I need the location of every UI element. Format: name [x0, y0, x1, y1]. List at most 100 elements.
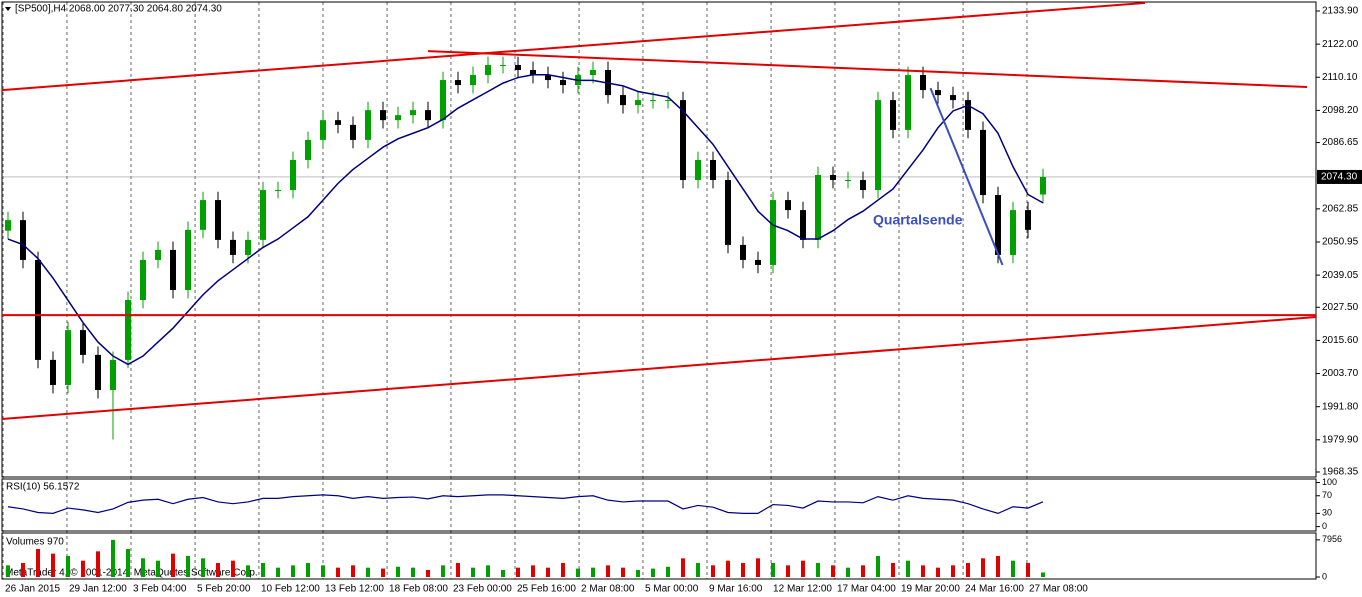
volume-bar — [786, 565, 790, 577]
volume-bar — [21, 563, 25, 577]
volume-bar — [711, 565, 715, 577]
candle-body — [920, 75, 926, 91]
candle-body — [260, 190, 266, 240]
volume-bar — [471, 567, 475, 577]
volume-bar — [441, 565, 445, 577]
candle-body — [200, 200, 206, 230]
volume-bar — [936, 567, 940, 577]
candle-body — [35, 259, 41, 360]
candle-body — [860, 180, 866, 191]
volume-bar — [261, 563, 265, 577]
candle-body — [560, 80, 566, 86]
candle-body — [515, 65, 521, 71]
x-tick-label: 2 Mar 08:00 — [581, 584, 635, 595]
y-tick-label: 100 — [1322, 477, 1337, 487]
y-tick-label: 2027.50 — [1322, 302, 1359, 313]
candle-body — [230, 239, 236, 255]
candle-body — [65, 330, 71, 385]
volume-bar — [696, 563, 700, 577]
y-tick-label: 2062.85 — [1322, 203, 1359, 214]
moving-average — [7, 74, 1044, 366]
y-tick-label: 0 — [1322, 571, 1327, 581]
candle-body — [410, 110, 416, 116]
candle-body — [110, 359, 116, 390]
trendline — [1, 316, 1317, 420]
trendline — [427, 50, 1308, 89]
candle-body — [875, 100, 881, 191]
volume-bar — [66, 556, 70, 577]
volume-bar — [306, 563, 310, 577]
volume-bar — [186, 556, 190, 577]
x-tick-label: 3 Feb 04:00 — [133, 584, 187, 595]
menu-icon — [5, 7, 11, 11]
y-tick-label: 2015.60 — [1322, 335, 1359, 346]
volume-bar — [576, 568, 580, 577]
volume-bar — [591, 567, 595, 577]
volume-bar — [606, 565, 610, 577]
panel-title: RSI(10) 56.1572 — [6, 482, 80, 493]
candle-body — [500, 65, 506, 67]
candle-body — [785, 200, 791, 211]
x-tick-label: 5 Feb 20:00 — [197, 584, 251, 595]
volume-bar — [771, 563, 775, 577]
candle-body — [680, 100, 686, 181]
volume-bar — [381, 568, 385, 577]
candle-body — [650, 100, 656, 102]
volume-bar — [846, 567, 850, 577]
x-tick-label: 26 Jan 2015 — [5, 584, 60, 595]
volume-bar — [81, 560, 85, 577]
volume-bar — [321, 565, 325, 577]
volume-bar — [276, 567, 280, 577]
candle-body — [950, 95, 956, 101]
volume-bar — [651, 568, 655, 577]
y-tick-label: 2039.05 — [1322, 270, 1359, 281]
candle-body — [740, 244, 746, 260]
volume-bar — [156, 560, 160, 577]
volume-bar — [291, 565, 295, 577]
y-tick-label: 30 — [1322, 508, 1332, 518]
candle-body — [770, 200, 776, 265]
volume-bar — [111, 539, 115, 577]
x-tick-label: 12 Mar 12:00 — [773, 584, 832, 595]
volume-bar — [6, 565, 10, 577]
candle-body — [980, 129, 986, 196]
candle-body — [1025, 210, 1031, 230]
candle-body — [530, 70, 536, 76]
last-price-label: 2074.30 — [1321, 172, 1358, 183]
volume-bar — [621, 567, 625, 577]
candle-body — [425, 110, 431, 121]
main-frame — [1, 1, 1317, 478]
candle-body — [95, 354, 101, 390]
volume-frame — [1, 532, 1317, 580]
y-tick-label: 1991.80 — [1322, 401, 1359, 412]
candle-body — [590, 70, 596, 76]
annotation: Quartalsende — [873, 212, 963, 228]
x-tick-label: 9 Mar 16:00 — [709, 584, 763, 595]
rsi-line — [7, 494, 1044, 515]
header: [SP500],H4 2068.00 2077.30 2064.80 2074.… — [15, 4, 222, 15]
candle-body — [440, 80, 446, 121]
volume-bar — [951, 565, 955, 577]
candle-body — [275, 190, 281, 192]
candle-body — [665, 100, 671, 102]
volume-bar — [1041, 572, 1045, 577]
candle-body — [455, 80, 461, 86]
candle-body — [485, 65, 491, 76]
x-tick-label: 17 Mar 04:00 — [837, 584, 896, 595]
trendline — [929, 87, 1004, 266]
y-tick-label: 2086.65 — [1322, 137, 1359, 148]
volume-bar — [636, 570, 640, 577]
volume-bar — [921, 565, 925, 577]
volume-bar — [816, 563, 820, 577]
y-tick-label: 0 — [1322, 521, 1327, 531]
y-tick-label: 1968.35 — [1322, 467, 1359, 478]
candle-body — [890, 100, 896, 130]
volume-bar — [96, 551, 100, 577]
volume-bar — [171, 553, 175, 577]
volume-bar — [561, 563, 565, 577]
candle-body — [935, 90, 941, 96]
candle-body — [155, 249, 161, 260]
watermark: MetaTrader 4, © 2001-2014, MetaQuotes So… — [5, 568, 258, 579]
volume-bar — [486, 565, 490, 577]
x-tick-label: 24 Mar 16:00 — [965, 584, 1024, 595]
